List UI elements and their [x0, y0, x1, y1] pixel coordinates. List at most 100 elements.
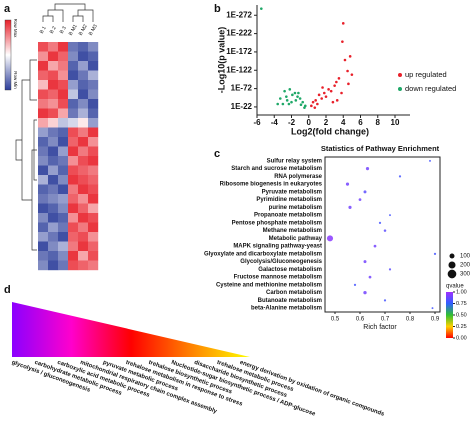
heatmap-cell	[78, 184, 89, 195]
heatmap-cell	[48, 222, 59, 233]
heatmap-cell	[68, 241, 79, 252]
heatmap-cell	[88, 251, 99, 261]
point	[278, 97, 282, 100]
panel-letter: d	[4, 284, 11, 296]
point	[343, 58, 347, 62]
heatmap-cell	[38, 175, 49, 185]
panel-letter: a	[4, 3, 11, 15]
point	[316, 102, 319, 106]
bubble	[431, 307, 434, 310]
color-key	[4, 19, 12, 91]
point	[313, 106, 317, 109]
heatmap-cell	[78, 203, 89, 214]
heatmap-cell	[88, 175, 99, 185]
heatmap-cell	[78, 118, 89, 128]
heatmap-cell	[68, 70, 79, 81]
heatmap-cell	[68, 213, 79, 223]
size-legend-marker	[447, 269, 457, 279]
heatmap-cell	[58, 118, 69, 128]
heatmap-cell	[78, 61, 89, 71]
heatmap-cell	[58, 99, 69, 109]
heatmap-cell	[38, 251, 49, 261]
size-legend-marker	[448, 261, 456, 269]
point	[294, 99, 298, 102]
size-legend-label: 100	[460, 254, 471, 260]
point	[281, 102, 285, 106]
colorbar-label: 1.00	[456, 289, 467, 295]
x-tick-label: 10	[391, 118, 400, 127]
heatmap-cell	[68, 80, 79, 90]
heatmap-cell	[78, 137, 89, 147]
point	[298, 97, 302, 100]
x-tick-label: -6	[253, 118, 261, 127]
point	[276, 102, 280, 106]
heatmap-cell	[78, 213, 89, 223]
heatmap-cell	[48, 146, 59, 157]
heatmap-cell	[38, 51, 49, 62]
column-label: B M2	[78, 23, 89, 36]
point	[311, 100, 315, 104]
bubble	[365, 167, 370, 171]
heatmap-cell	[38, 137, 49, 147]
chart-title: Statistics of Pathway Enrichment	[321, 144, 440, 153]
bubble	[348, 205, 352, 209]
x-tick-label: 6	[358, 118, 363, 127]
bubble	[363, 290, 367, 295]
heatmap-cell	[68, 184, 79, 195]
column-label: B 1	[39, 25, 48, 35]
heatmap-cell	[58, 175, 69, 185]
heatmap-cell	[58, 70, 69, 81]
y-tick-label: Sulfur relay system	[267, 158, 322, 164]
heatmap-cell	[48, 213, 59, 223]
row-dendrogram	[15, 59, 37, 251]
heatmap-cell	[38, 260, 49, 271]
x-tick-label: 8	[376, 118, 381, 127]
x-axis-label: Rich factor	[363, 324, 397, 331]
bubble	[358, 198, 362, 201]
point	[321, 86, 324, 89]
x-tick-label: 0.9	[431, 317, 440, 323]
heatmap-cell	[78, 127, 89, 138]
bubble	[368, 275, 372, 279]
heatmap-cell	[48, 118, 59, 128]
heatmap-cell	[58, 222, 69, 233]
heatmap-cell	[88, 194, 99, 204]
heatmap-cell	[48, 184, 59, 195]
heatmap-cell	[68, 99, 79, 109]
heatmap-cell	[88, 203, 99, 214]
legend-label: down regulated	[405, 84, 456, 93]
point	[324, 95, 328, 98]
heatmap-cell	[88, 184, 99, 195]
heatmap-cell	[68, 232, 79, 242]
point	[322, 91, 326, 95]
plot-frame	[324, 156, 441, 313]
heatmap-cell	[58, 137, 69, 147]
heatmap-cell	[68, 194, 79, 204]
heatmap-cell	[38, 118, 49, 128]
heatmap-cell	[68, 89, 79, 100]
heatmap-cell	[58, 42, 69, 52]
heatmap-cell	[68, 108, 79, 119]
heatmap-cell	[68, 127, 79, 138]
heatmap-cell	[88, 165, 99, 176]
colorbar-label: 0.75	[456, 301, 467, 307]
point	[296, 95, 299, 98]
point	[285, 95, 288, 98]
x-tick-label: -4	[271, 118, 279, 127]
size-legend-label: 200	[460, 263, 471, 269]
heatmap-cell	[88, 127, 99, 138]
heatmap-cell	[68, 175, 79, 185]
heatmap-cell	[38, 99, 49, 109]
heatmap-cell	[68, 137, 79, 147]
heatmap-cell	[38, 146, 49, 157]
heatmap-cell	[58, 241, 69, 252]
heatmap-cell	[88, 51, 99, 62]
heatmap-cell	[88, 80, 99, 90]
bubble	[389, 214, 391, 217]
heatmap-cell	[48, 42, 59, 52]
bubble	[429, 159, 431, 162]
point	[335, 99, 339, 102]
heatmap-cell	[88, 108, 99, 119]
legend-label: up regulated	[405, 70, 447, 79]
